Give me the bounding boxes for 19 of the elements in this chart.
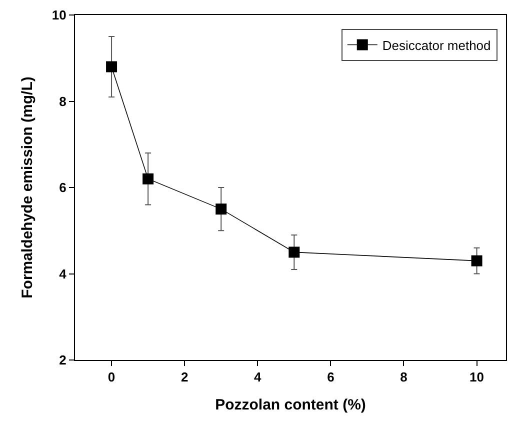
y-axis-title: Formaldehyde emission (mg/L) (19, 76, 36, 298)
y-tick-label: 8 (59, 94, 66, 109)
x-tick-label: 0 (108, 370, 116, 385)
x-tick-label: 4 (254, 370, 262, 385)
x-tick-label: 2 (180, 370, 188, 385)
point (142, 173, 154, 184)
point (216, 204, 227, 215)
y-tick-label: 4 (59, 266, 68, 282)
legend-label: Desiccator method (382, 38, 491, 53)
x-axis-title: Pozzolan content (%) (215, 396, 366, 414)
x-tick-label: 6 (327, 370, 334, 385)
point (288, 246, 300, 258)
point (471, 255, 482, 266)
y-tick-label: 10 (52, 8, 66, 23)
y-tick-label: 6 (59, 180, 66, 196)
x-tick-label: 8 (400, 370, 408, 385)
x-tick-label: 10 (470, 370, 484, 385)
y-tick-label: 2 (59, 352, 66, 368)
point (106, 61, 118, 72)
